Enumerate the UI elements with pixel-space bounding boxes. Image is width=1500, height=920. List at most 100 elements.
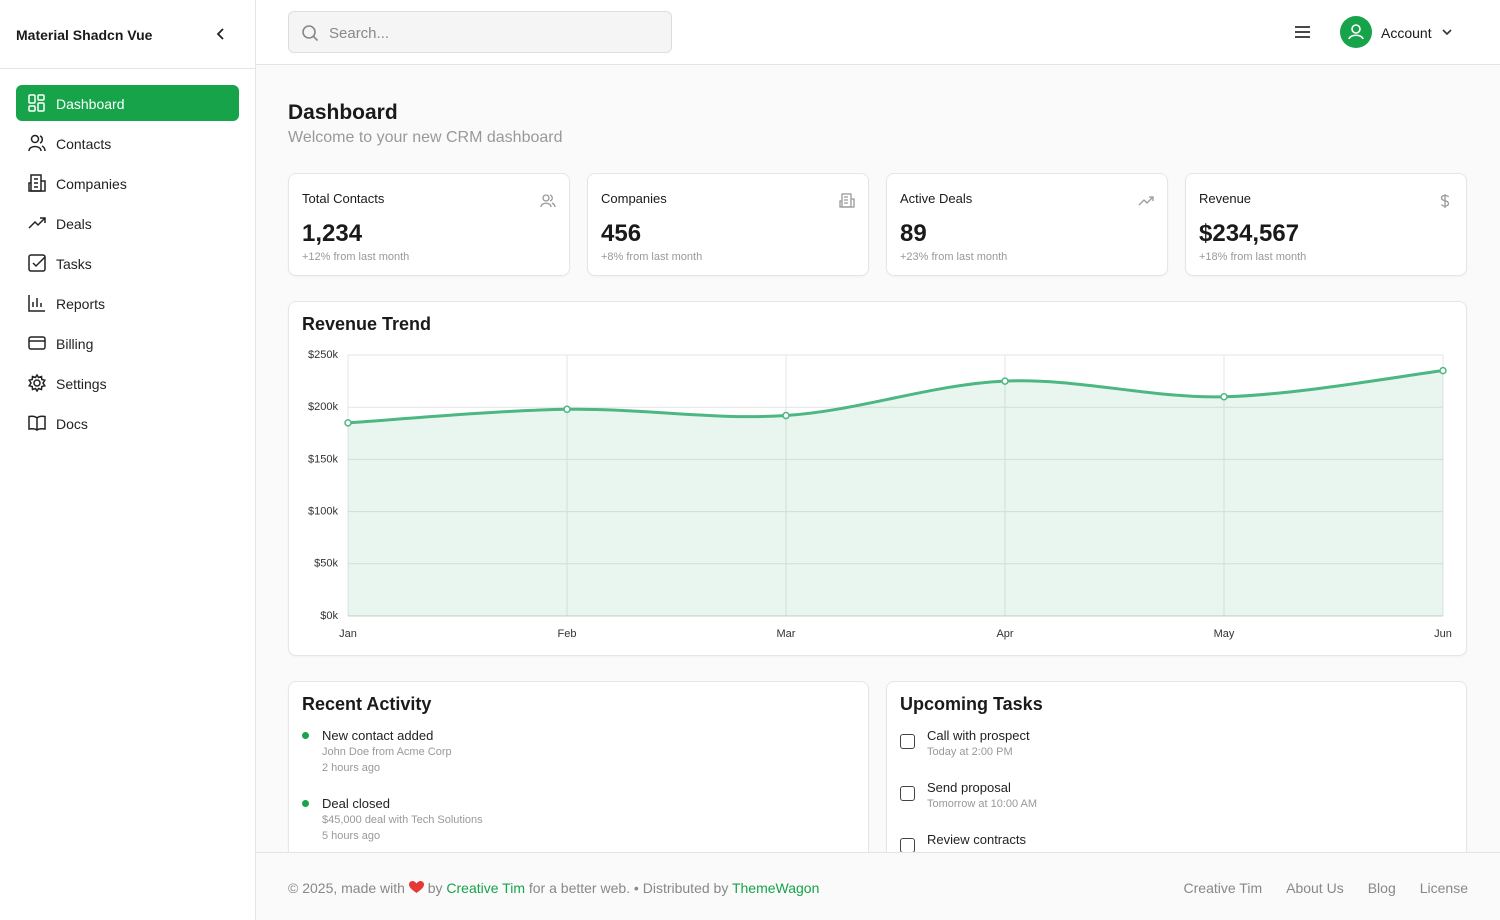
divider xyxy=(0,68,255,69)
stat-card: Companies 456 +8% from last month xyxy=(587,173,869,276)
y-tick-label: $250k xyxy=(308,349,338,361)
task-title: Call with prospect xyxy=(927,728,1030,743)
activity-dot xyxy=(302,800,309,807)
footer-text: by xyxy=(428,880,443,896)
tasks-card: Upcoming Tasks Call with prospect Today a… xyxy=(886,681,1467,852)
nav-label[interactable]: Dashboard xyxy=(56,96,125,112)
point xyxy=(1221,394,1227,400)
y-tick-label: $200k xyxy=(308,401,338,413)
nav-item[interactable]: Billing xyxy=(16,325,239,361)
nav-item[interactable]: Tasks xyxy=(16,245,239,281)
stat-value: $234,567 xyxy=(1199,220,1299,248)
main: Dashboard Welcome to your new CRM dashbo… xyxy=(256,65,1500,852)
stat-label: Companies xyxy=(601,191,667,206)
x-tick-label: Feb xyxy=(558,628,577,640)
activity-detail: John Doe from Acme Corp xyxy=(322,746,452,758)
stat-icon xyxy=(540,193,556,214)
task-checkbox[interactable] xyxy=(900,734,915,749)
page-subtitle: Welcome to your new CRM dashboard xyxy=(288,129,563,147)
nav-item[interactable]: Dashboard xyxy=(16,85,239,121)
chart-card: Revenue Trend $0k$50k$100k$150k$200k$250… xyxy=(288,301,1467,656)
heart-icon xyxy=(409,881,424,894)
footer-link[interactable]: Blog xyxy=(1368,880,1396,896)
nav-label[interactable]: Companies xyxy=(56,176,127,192)
topbar: Search... Account xyxy=(256,0,1500,65)
stat-icon xyxy=(1437,193,1453,214)
account-chevron[interactable] xyxy=(1441,26,1453,38)
stat-card: Active Deals 89 +23% from last month xyxy=(886,173,1168,276)
nav-item[interactable]: Docs xyxy=(16,405,239,441)
footer-link[interactable]: Creative Tim xyxy=(1184,880,1263,896)
stat-change: +23% from last month xyxy=(900,251,1007,263)
footer-link[interactable]: About Us xyxy=(1286,880,1344,896)
sidebar: Material Shadcn Vue DashboardContactsCom… xyxy=(0,0,256,920)
stat-value: 1,234 xyxy=(302,220,362,248)
task-checkbox[interactable] xyxy=(900,786,915,801)
stat-value: 89 xyxy=(900,220,927,248)
nav-label[interactable]: Reports xyxy=(56,296,105,312)
stat-change: +18% from last month xyxy=(1199,251,1306,263)
task-time: Tomorrow at 10:00 AM xyxy=(927,798,1037,810)
task-time: Today at 2:00 PM xyxy=(927,746,1013,758)
activity-detail: $45,000 deal with Tech Solutions xyxy=(322,814,483,826)
point xyxy=(345,420,351,426)
stat-change: +12% from last month xyxy=(302,251,409,263)
nav-item[interactable]: Settings xyxy=(16,365,239,401)
avatar[interactable] xyxy=(1340,16,1372,48)
nav-label[interactable]: Tasks xyxy=(56,256,92,272)
point xyxy=(564,406,570,412)
x-tick-label: Jun xyxy=(1434,628,1452,640)
tasks-title: Upcoming Tasks xyxy=(900,694,1043,715)
footer-text: © 2025, made with xyxy=(288,880,405,896)
activity-title: Recent Activity xyxy=(302,694,431,715)
activity-title: New contact added xyxy=(322,728,433,743)
nav-label[interactable]: Contacts xyxy=(56,136,111,152)
task-title: Send proposal xyxy=(927,780,1011,795)
footer-credit: © 2025, made with by Creative Tim for a … xyxy=(288,880,819,896)
footer-link[interactable]: ThemeWagon xyxy=(732,880,819,896)
activity-time: 5 hours ago xyxy=(322,830,380,842)
nav-label[interactable]: Settings xyxy=(56,376,107,392)
stat-label: Revenue xyxy=(1199,191,1251,206)
stat-label: Total Contacts xyxy=(302,191,384,206)
task-title: Review contracts xyxy=(927,832,1026,847)
x-tick-label: May xyxy=(1214,628,1235,640)
nav-item[interactable]: Reports xyxy=(16,285,239,321)
nav-item[interactable]: Deals xyxy=(16,205,239,241)
stat-change: +8% from last month xyxy=(601,251,702,263)
footer-link[interactable]: Creative Tim xyxy=(446,880,525,896)
y-tick-label: $50k xyxy=(314,558,338,570)
task-checkbox[interactable] xyxy=(900,838,915,852)
activity-time: 2 hours ago xyxy=(322,762,380,774)
y-tick-label: $0k xyxy=(320,610,338,622)
activity-card: Recent Activity New contact added John Do… xyxy=(288,681,869,852)
footer-link[interactable]: License xyxy=(1420,880,1468,896)
activity-title: Deal closed xyxy=(322,796,390,811)
x-tick-label: Apr xyxy=(996,628,1013,640)
point xyxy=(1440,368,1446,374)
chart: $0k $50k $100k $150k $200k $250k Jan Feb Mar Apr M… xyxy=(289,302,1468,657)
stat-value: 456 xyxy=(601,220,641,248)
nav-item[interactable]: Contacts xyxy=(16,125,239,161)
search-box[interactable]: Search... xyxy=(288,11,672,53)
stat-label: Active Deals xyxy=(900,191,972,206)
x-tick-label: Jan xyxy=(339,628,357,640)
nav-label[interactable]: Billing xyxy=(56,336,93,352)
footer: © 2025, made with by Creative Tim for a … xyxy=(256,852,1500,920)
footer-text: for a better web. • Distributed by xyxy=(529,880,728,896)
menu-button[interactable] xyxy=(1294,24,1311,40)
page-title: Dashboard xyxy=(288,101,398,125)
account-label[interactable]: Account xyxy=(1381,25,1432,41)
x-tick-label: Mar xyxy=(777,628,796,640)
nav-label[interactable]: Deals xyxy=(56,216,92,232)
y-tick-label: $150k xyxy=(308,453,338,465)
activity-dot xyxy=(302,732,309,739)
point xyxy=(1002,378,1008,384)
stat-card: Revenue $234,567 +18% from last month xyxy=(1185,173,1467,276)
collapse-button[interactable] xyxy=(213,26,229,42)
nav-item[interactable]: Companies xyxy=(16,165,239,201)
nav-label[interactable]: Docs xyxy=(56,416,88,432)
stat-icon xyxy=(1138,193,1154,214)
y-tick-label: $100k xyxy=(308,506,338,518)
